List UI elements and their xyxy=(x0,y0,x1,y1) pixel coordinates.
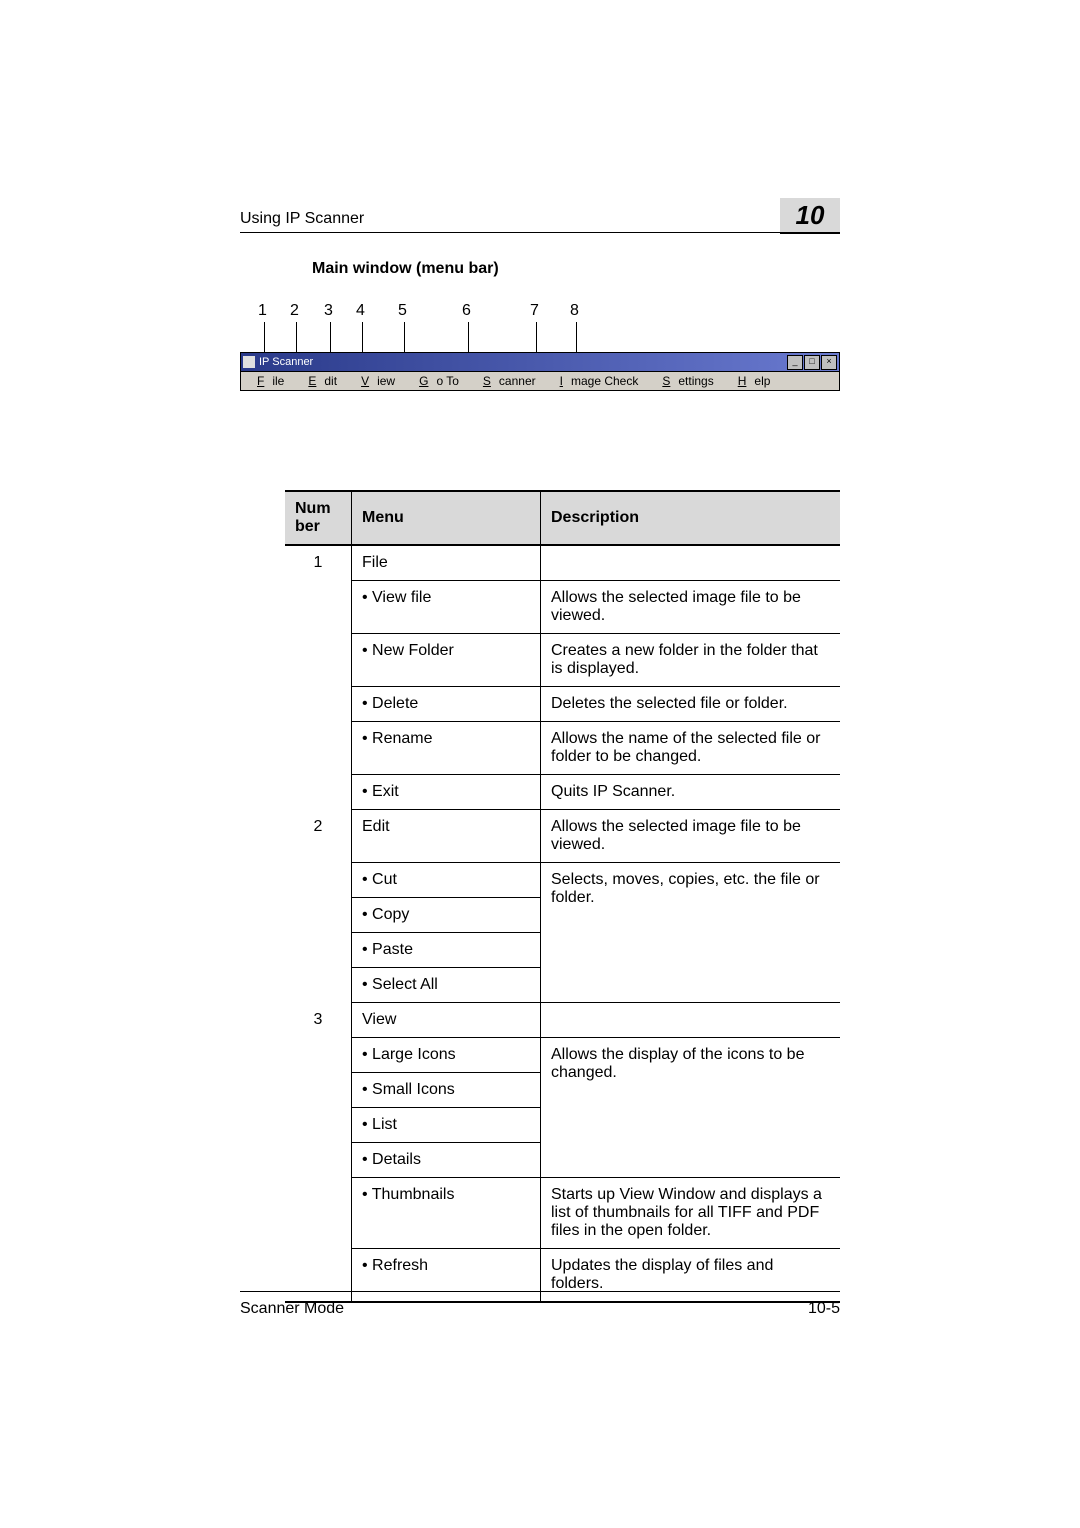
callout-number: 4 xyxy=(356,302,365,320)
menubar-item: View xyxy=(345,374,403,388)
cell-num xyxy=(285,1108,352,1143)
callout-leader-line xyxy=(536,322,537,354)
cell-menu: • Copy xyxy=(352,898,541,933)
cell-num: 3 xyxy=(285,1003,352,1038)
cell-num xyxy=(285,687,352,722)
maximize-icon: □ xyxy=(804,355,820,370)
cell-menu: • Rename xyxy=(352,722,541,775)
menubar-item: Edit xyxy=(292,374,345,388)
callout-leader-line xyxy=(330,322,331,354)
window-title-text: IP Scanner xyxy=(259,356,313,368)
cell-menu: • Cut xyxy=(352,863,541,898)
cell-num xyxy=(285,1143,352,1178)
menubar-item: Settings xyxy=(646,374,721,388)
col-header-menu: Menu xyxy=(352,491,541,545)
callout-number: 5 xyxy=(398,302,407,320)
section-title: Main window (menu bar) xyxy=(312,260,499,278)
menubar: FileEditViewGo ToScannerImage CheckSetti… xyxy=(240,372,840,391)
cell-menu: File xyxy=(352,545,541,581)
cell-desc: Allows the selected image file to be vie… xyxy=(541,810,841,863)
cell-num xyxy=(285,933,352,968)
cell-num xyxy=(285,898,352,933)
cell-num: 1 xyxy=(285,545,352,581)
cell-num xyxy=(285,722,352,775)
cell-desc xyxy=(541,1003,841,1038)
footer-rule xyxy=(240,1291,840,1292)
menubar-item: File xyxy=(241,374,292,388)
col-header-number: Num ber xyxy=(285,491,352,545)
cell-desc xyxy=(541,545,841,581)
cell-desc: Allows the name of the selected file or … xyxy=(541,722,841,775)
cell-menu: • Thumbnails xyxy=(352,1178,541,1249)
cell-menu: View xyxy=(352,1003,541,1038)
cell-num xyxy=(285,1073,352,1108)
callout-number: 1 xyxy=(258,302,267,320)
cell-num xyxy=(285,1178,352,1249)
callout-number: 3 xyxy=(324,302,333,320)
cell-menu: • Select All xyxy=(352,968,541,1003)
cell-menu: • Small Icons xyxy=(352,1073,541,1108)
cell-desc: Creates a new folder in the folder that … xyxy=(541,634,841,687)
cell-menu: Edit xyxy=(352,810,541,863)
callout-number: 6 xyxy=(462,302,471,320)
cell-num xyxy=(285,581,352,634)
menu-description-table: Num ber Menu Description 1 File • View f… xyxy=(285,490,840,1303)
cell-num xyxy=(285,863,352,898)
callout-number: 7 xyxy=(530,302,539,320)
callout-leader-line xyxy=(296,322,297,354)
callout-leader-line xyxy=(264,322,265,354)
menubar-item: Go To xyxy=(403,374,467,388)
cell-menu: • List xyxy=(352,1108,541,1143)
footer-left: Scanner Mode xyxy=(240,1300,344,1318)
callout-leader-line xyxy=(576,322,577,354)
cell-num xyxy=(285,634,352,687)
cell-desc: Allows the display of the icons to be ch… xyxy=(541,1038,841,1178)
cell-desc: Selects, moves, copies, etc. the file or… xyxy=(541,863,841,1003)
close-icon: × xyxy=(821,355,837,370)
cell-menu: • Details xyxy=(352,1143,541,1178)
callout-leader-line xyxy=(362,322,363,354)
cell-desc: Allows the selected image file to be vie… xyxy=(541,581,841,634)
ip-scanner-window-screenshot: IP Scanner _ □ × FileEditViewGo ToScanne… xyxy=(240,352,840,391)
cell-menu: • Delete xyxy=(352,687,541,722)
cell-num xyxy=(285,968,352,1003)
callout-leader-line xyxy=(468,322,469,354)
menubar-item: Help xyxy=(722,374,779,388)
chapter-number-badge: 10 xyxy=(780,198,840,234)
app-icon xyxy=(243,356,255,368)
header-rule xyxy=(240,232,780,233)
cell-menu: • New Folder xyxy=(352,634,541,687)
cell-menu: • View file xyxy=(352,581,541,634)
cell-desc: Quits IP Scanner. xyxy=(541,775,841,810)
window-titlebar: IP Scanner _ □ × xyxy=(240,352,840,372)
callout-leader-line xyxy=(404,322,405,354)
cell-desc: Deletes the selected file or folder. xyxy=(541,687,841,722)
running-header: Using IP Scanner xyxy=(240,210,364,228)
cell-desc: Starts up View Window and displays a lis… xyxy=(541,1178,841,1249)
cell-num: 2 xyxy=(285,810,352,863)
menubar-item: Image Check xyxy=(544,374,647,388)
cell-num xyxy=(285,1038,352,1073)
cell-menu: • Large Icons xyxy=(352,1038,541,1073)
callout-number: 2 xyxy=(290,302,299,320)
minimize-icon: _ xyxy=(787,355,803,370)
cell-menu: • Exit xyxy=(352,775,541,810)
cell-num xyxy=(285,775,352,810)
cell-menu: • Paste xyxy=(352,933,541,968)
callout-number: 8 xyxy=(570,302,579,320)
footer-right: 10-5 xyxy=(808,1300,840,1318)
menubar-item: Scanner xyxy=(467,374,544,388)
col-header-desc: Description xyxy=(541,491,841,545)
